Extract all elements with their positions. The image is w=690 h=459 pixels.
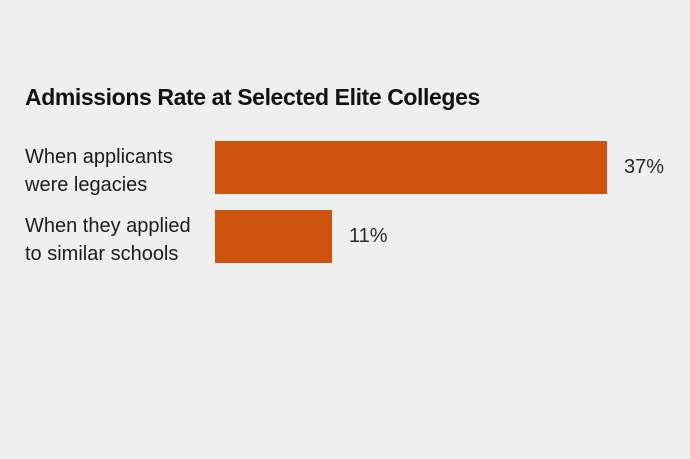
bar-row: When they applied to similar schools 11% — [25, 210, 690, 265]
bar-chart: When applicants were legacies 37% When they… — [25, 141, 690, 279]
bar-row: When applicants were legacies 37% — [25, 141, 690, 196]
bar — [215, 141, 607, 194]
category-label: When applicants were legacies — [25, 146, 173, 196]
bar — [215, 210, 332, 263]
chart-title: Admissions Rate at Selected Elite Colleg… — [25, 84, 480, 110]
value-label: 11% — [349, 225, 388, 247]
category-label: When they applied to similar schools — [25, 215, 191, 265]
value-label: 37% — [624, 156, 665, 178]
